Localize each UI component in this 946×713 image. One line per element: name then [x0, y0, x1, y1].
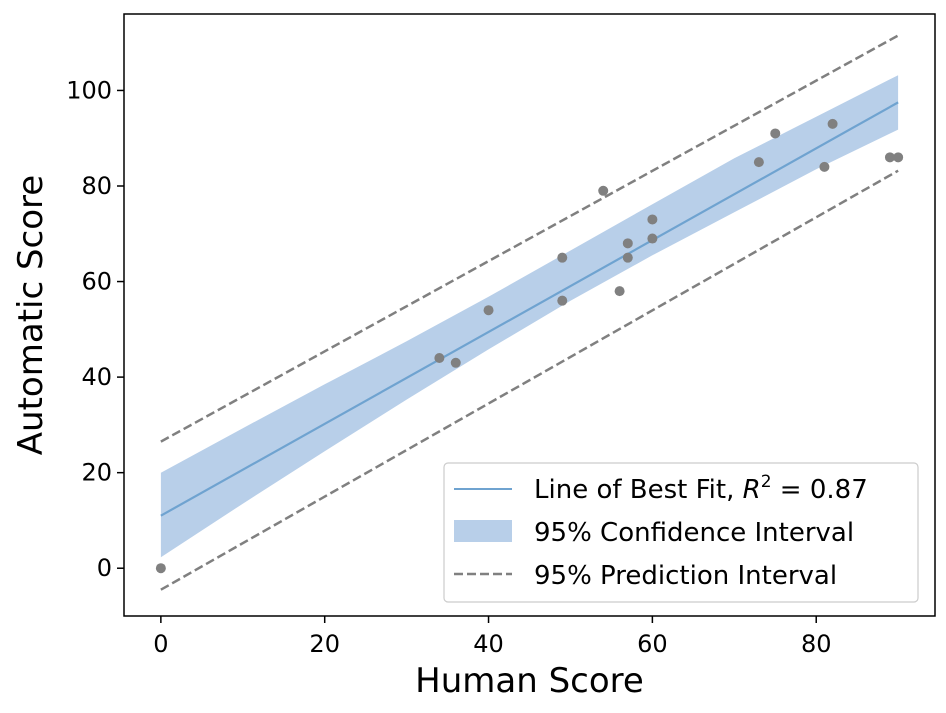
legend-prediction-label: 95% Prediction Interval	[534, 561, 837, 591]
data-point	[557, 252, 568, 263]
y-tick-label: 100	[66, 76, 112, 104]
y-tick-label: 60	[81, 268, 112, 296]
confidence-interval-band	[160, 75, 899, 558]
legend-r2-exponent: 2	[761, 472, 772, 492]
data-point	[622, 252, 633, 263]
x-axis-title: Human Score	[415, 661, 644, 701]
legend-r2-value: = 0.87	[772, 475, 868, 505]
y-axis-title: Automatic Score	[11, 175, 51, 455]
legend-box	[443, 462, 919, 603]
legend-fit-line-label: Line of Best Fit, R2 = 0.87	[534, 472, 868, 505]
data-point	[827, 118, 838, 129]
data-point	[450, 357, 461, 368]
legend-fit-prefix: Line of Best Fit,	[534, 475, 743, 505]
y-tick-label: 0	[97, 554, 112, 582]
x-tick-label: 60	[637, 630, 668, 658]
x-tick-label: 20	[309, 630, 340, 658]
data-point	[770, 128, 781, 139]
x-tick-label: 80	[801, 630, 832, 658]
x-axis-ticks: 0 20 40 60 80	[153, 616, 831, 658]
data-point	[483, 305, 494, 316]
x-tick-label: 0	[153, 630, 168, 658]
data-point	[155, 563, 166, 574]
data-point	[753, 157, 764, 168]
data-point	[893, 152, 904, 163]
prediction-interval-layer	[160, 34, 899, 591]
legend-confidence-swatch	[454, 520, 512, 542]
fit-line-layer	[160, 101, 899, 517]
y-axis-ticks: 0 20 40 60 80 100	[66, 76, 124, 582]
data-point	[614, 286, 625, 297]
legend-r2-symbol: R	[743, 475, 761, 505]
data-points-layer	[155, 118, 904, 574]
data-point	[622, 238, 633, 249]
plot-frame	[123, 13, 936, 617]
y-tick-label: 80	[81, 172, 112, 200]
data-point	[557, 295, 568, 306]
x-tick-label: 40	[473, 630, 504, 658]
data-point	[434, 353, 445, 363]
y-tick-label: 40	[81, 363, 112, 391]
y-tick-label: 20	[81, 459, 112, 487]
legend: Line of Best Fit, R2 = 0.87 95% Confiden…	[443, 462, 919, 603]
confidence-interval-layer	[160, 75, 899, 558]
data-point	[819, 161, 830, 172]
data-point	[598, 185, 609, 196]
prediction-interval-lower-line	[160, 169, 899, 591]
prediction-interval-upper-line	[160, 34, 899, 443]
data-point	[884, 152, 895, 163]
legend-confidence-label: 95% Confidence Interval	[534, 518, 854, 548]
data-point	[647, 214, 658, 225]
best-fit-line	[160, 101, 899, 517]
data-point	[647, 233, 658, 244]
